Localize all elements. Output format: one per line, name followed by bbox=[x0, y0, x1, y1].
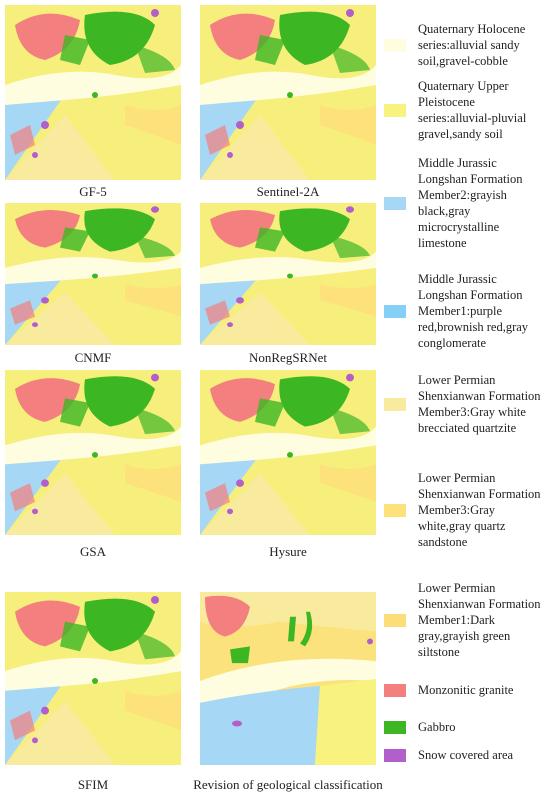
map-image bbox=[200, 592, 376, 765]
legend-item: Lower Permian Shenxianwan Formation Memb… bbox=[384, 470, 550, 550]
panel-caption: Revision of geological classification bbox=[193, 777, 383, 792]
map-image bbox=[5, 370, 181, 535]
legend-swatch bbox=[384, 503, 406, 517]
map-image bbox=[200, 203, 376, 345]
legend-label: Lower Permian Shenxianwan Formation Memb… bbox=[418, 373, 541, 435]
legend-label: Lower Permian Shenxianwan Formation Memb… bbox=[418, 471, 541, 549]
panel-caption: Sentinel-2A bbox=[256, 184, 320, 199]
panel-caption: SFIM bbox=[77, 777, 109, 792]
legend-item: Gabbro bbox=[384, 719, 550, 735]
legend-swatch bbox=[384, 38, 406, 52]
legend-swatch bbox=[384, 683, 406, 697]
legend-item: Middle Jurassic Longshan Formation Membe… bbox=[384, 155, 550, 251]
legend-item: Lower Permian Shenxianwan Formation Memb… bbox=[384, 372, 550, 436]
legend-label: Middle Jurassic Longshan Formation Membe… bbox=[418, 272, 529, 350]
legend-item: Quaternary Upper Pleistocene series:allu… bbox=[384, 78, 550, 142]
legend-item: Monzonitic granite bbox=[384, 682, 550, 698]
legend-swatch bbox=[384, 103, 406, 117]
map-image bbox=[200, 5, 376, 180]
legend-label: Quaternary Holocene series:alluvial sand… bbox=[418, 22, 526, 68]
map-image bbox=[5, 592, 181, 765]
panel-caption: CNMF bbox=[74, 350, 112, 365]
map-image bbox=[5, 5, 181, 180]
legend-swatch bbox=[384, 304, 406, 318]
legend-swatch bbox=[384, 397, 406, 411]
legend-item: Snow covered area bbox=[384, 747, 550, 763]
legend-item: Middle Jurassic Longshan Formation Membe… bbox=[384, 271, 550, 351]
legend-item: Quaternary Holocene series:alluvial sand… bbox=[384, 21, 550, 69]
legend-item: Lower Permian Shenxianwan Formation Memb… bbox=[384, 580, 550, 660]
panel-caption: NonRegSRNet bbox=[249, 350, 327, 365]
legend-label: Middle Jurassic Longshan Formation Membe… bbox=[418, 156, 523, 250]
panel-caption: GSA bbox=[79, 544, 106, 559]
legend-label: Quaternary Upper Pleistocene series:allu… bbox=[418, 79, 527, 141]
panel-caption: GF-5 bbox=[79, 184, 107, 199]
map-image bbox=[5, 203, 181, 345]
legend-label: Lower Permian Shenxianwan Formation Memb… bbox=[418, 581, 541, 659]
panel-caption: Hysure bbox=[269, 544, 307, 559]
legend-swatch bbox=[384, 720, 406, 734]
legend-label: Gabbro bbox=[418, 720, 456, 734]
legend-swatch bbox=[384, 748, 406, 762]
legend-swatch bbox=[384, 613, 406, 627]
map-image bbox=[200, 370, 376, 535]
legend-label: Monzonitic granite bbox=[418, 683, 514, 697]
legend-swatch bbox=[384, 196, 406, 210]
legend-label: Snow covered area bbox=[418, 748, 514, 762]
